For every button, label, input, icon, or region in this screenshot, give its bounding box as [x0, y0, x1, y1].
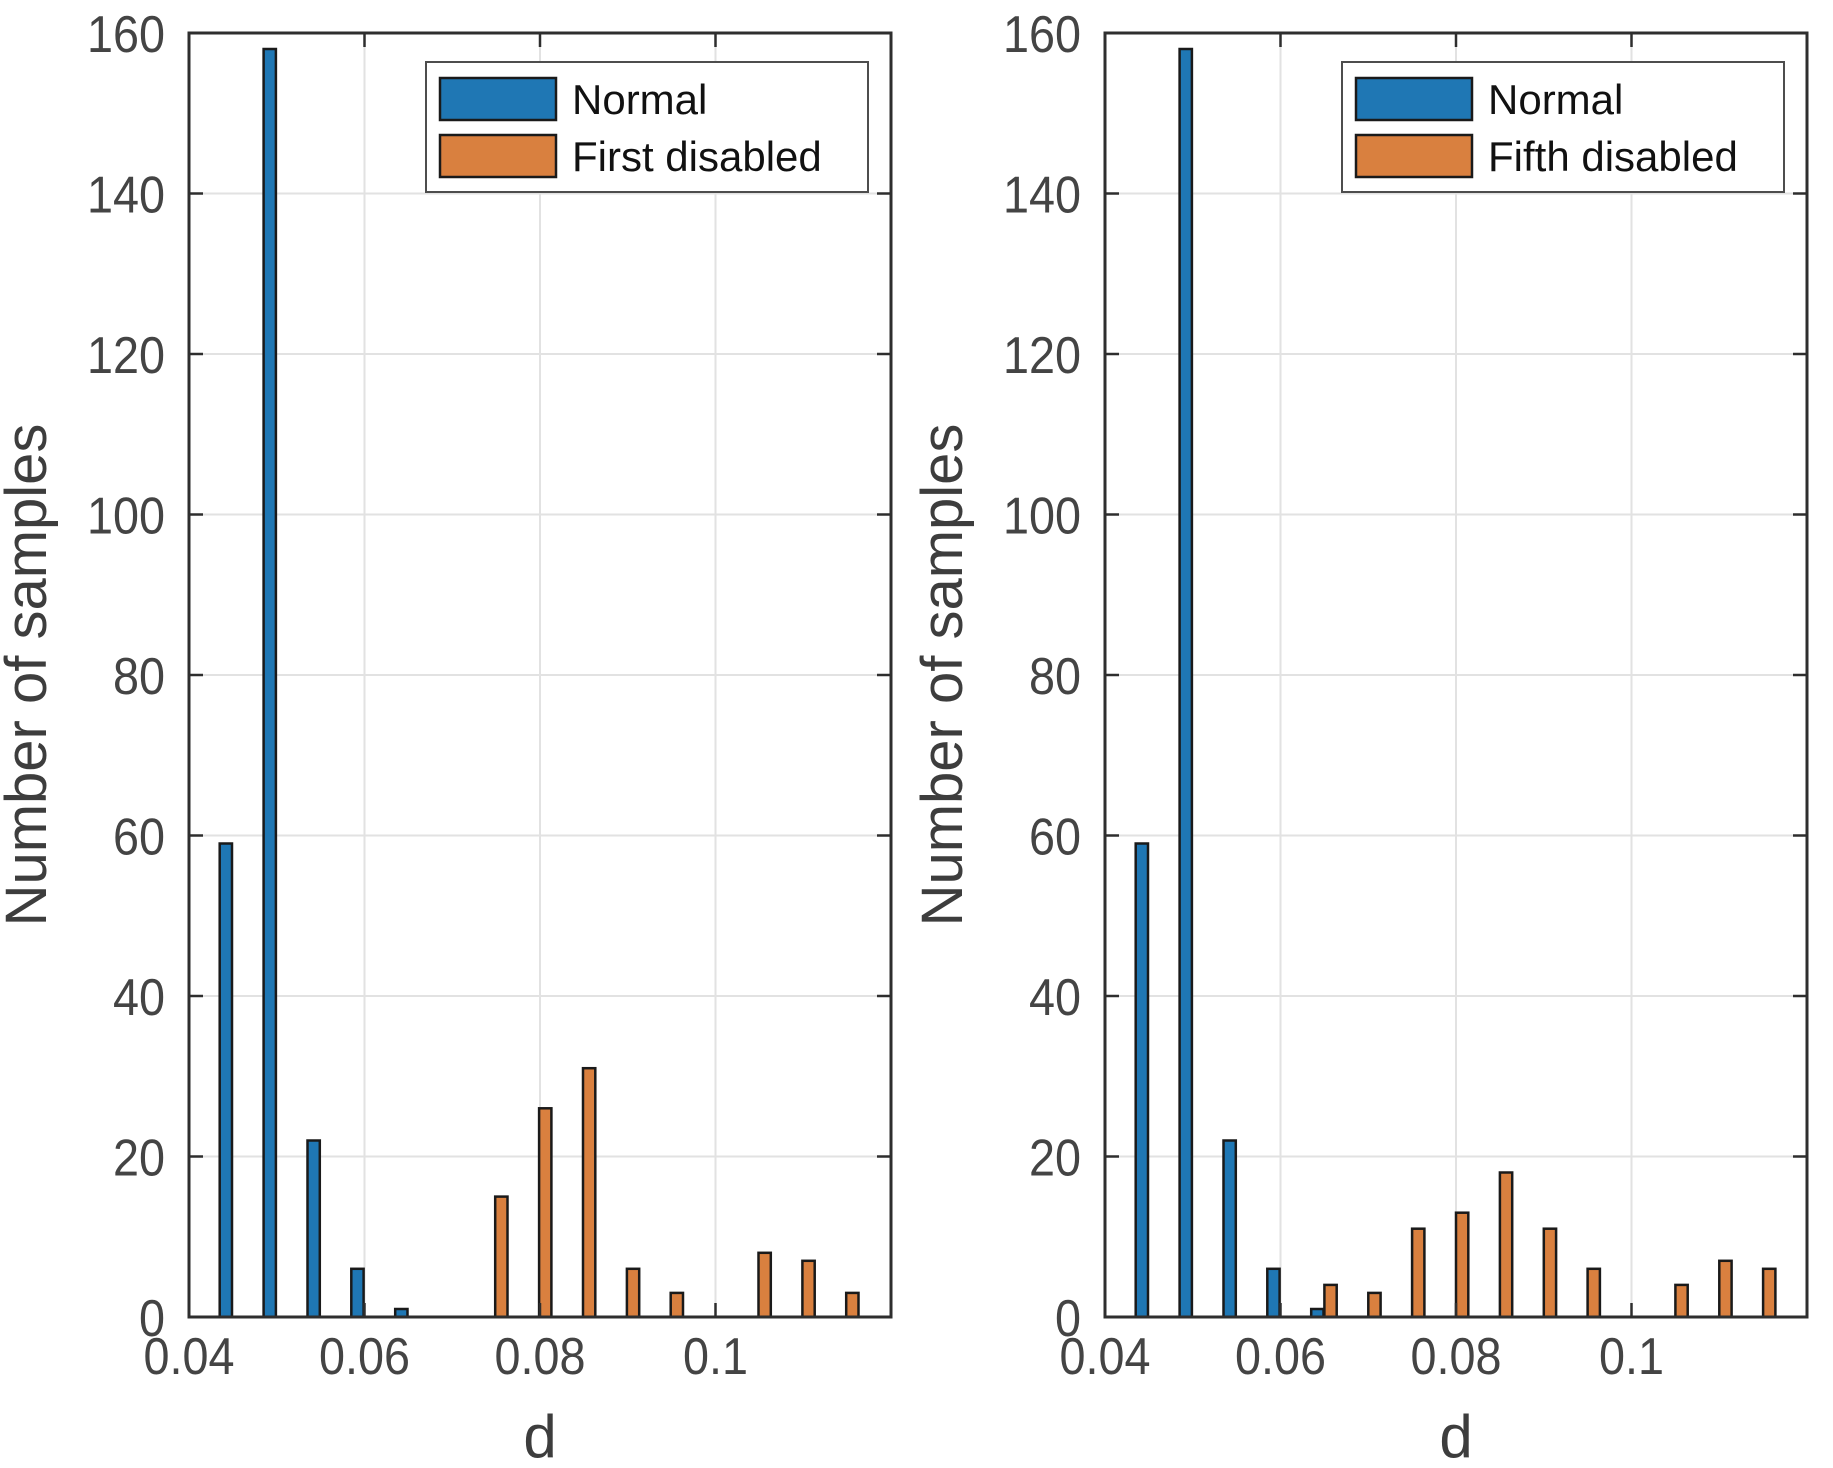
y-tick-label: 120	[1003, 327, 1081, 385]
y-tick-label: 100	[87, 488, 165, 546]
bar-disabled	[1454, 1211, 1470, 1319]
y-tick-label: 0	[139, 1290, 165, 1348]
bar-disabled	[1761, 1267, 1777, 1319]
bar-disabled	[1674, 1283, 1689, 1319]
bar-normal	[1222, 1139, 1238, 1319]
bar-disabled	[1542, 1227, 1558, 1319]
histogram-panel-first-disabled: 0.04 0.06 0.08 0.1 0 20 40 60 80 100 120 140 160 d Num…	[0, 0, 916, 1468]
bar-normal	[350, 1267, 365, 1319]
bar-disabled	[1323, 1283, 1338, 1319]
y-tick-label: 0	[1055, 1290, 1081, 1348]
bar-disabled	[537, 1107, 553, 1319]
y-tick-label: 20	[1029, 1130, 1081, 1188]
legend-swatch-normal	[1354, 76, 1474, 122]
x-tick-label: 0.04	[144, 1328, 235, 1386]
y-tick-label: 140	[1003, 167, 1081, 225]
histogram-panel-fifth-disabled: 0.04 0.06 0.08 0.1 0 20 40 60 80 100 120 140 160 d Num…	[916, 0, 1833, 1468]
y-tick-label: 100	[1003, 488, 1081, 546]
bar-normal	[1134, 842, 1150, 1319]
x-tick-label: 0.08	[1411, 1328, 1502, 1386]
legend-swatch-disabled	[438, 133, 558, 179]
x-tick-label: 0.08	[495, 1328, 586, 1386]
legend: Normal Fifth disabled	[1341, 61, 1785, 193]
y-tick-label: 40	[1029, 969, 1081, 1027]
legend-swatch-disabled	[1354, 133, 1474, 179]
legend: Normal First disabled	[425, 61, 869, 193]
bar-disabled	[801, 1259, 816, 1319]
legend-label: Fifth disabled	[1488, 133, 1738, 180]
bar-disabled	[1367, 1291, 1382, 1319]
legend-label: Normal	[1488, 76, 1623, 123]
bar-disabled	[625, 1267, 641, 1319]
bar-normal	[306, 1139, 322, 1319]
x-axis-label: d	[1439, 1403, 1472, 1468]
bar-disabled	[1718, 1259, 1733, 1319]
bar-disabled	[669, 1291, 685, 1319]
legend-label: First disabled	[572, 133, 822, 180]
y-tick-label: 160	[1003, 6, 1081, 64]
chart-svg-1: 0.04 0.06 0.08 0.1 0 20 40 60 80 100 120 140 160 d Num…	[916, 6, 1809, 1468]
bar-disabled	[1498, 1171, 1514, 1319]
x-tick-label: 0.1	[683, 1328, 748, 1386]
y-axis-label: Number of samples	[916, 424, 975, 927]
x-tick-label: 0.1	[1599, 1328, 1664, 1386]
x-tick-label: 0.06	[319, 1328, 410, 1386]
bar-disabled	[757, 1251, 773, 1319]
bar-normal	[1266, 1267, 1281, 1319]
legend-swatch-normal	[438, 76, 558, 122]
bar-disabled	[581, 1066, 597, 1319]
y-tick-label: 120	[87, 327, 165, 385]
bar-normal	[218, 842, 234, 1319]
y-axis-label: Number of samples	[0, 424, 59, 927]
y-tick-label: 40	[113, 969, 165, 1027]
y-tick-label: 140	[87, 167, 165, 225]
x-tick-label: 0.04	[1060, 1328, 1151, 1386]
y-tick-label: 20	[113, 1130, 165, 1188]
chart-svg-0: 0.04 0.06 0.08 0.1 0 20 40 60 80 100 120 140 160 d Num…	[0, 6, 893, 1468]
y-tick-label: 60	[113, 809, 165, 867]
bar-normal	[1178, 47, 1194, 1319]
bar-normal	[262, 47, 278, 1319]
y-tick-label: 80	[113, 648, 165, 706]
y-tick-label: 60	[1029, 809, 1081, 867]
bar-disabled	[1410, 1227, 1426, 1319]
legend-label: Normal	[572, 76, 707, 123]
x-axis-label: d	[523, 1403, 556, 1468]
bar-disabled	[1586, 1267, 1602, 1319]
bar-disabled	[844, 1291, 860, 1319]
bar-disabled	[493, 1195, 509, 1319]
y-tick-label: 80	[1029, 648, 1081, 706]
x-tick-label: 0.06	[1235, 1328, 1326, 1386]
y-tick-label: 160	[87, 6, 165, 64]
